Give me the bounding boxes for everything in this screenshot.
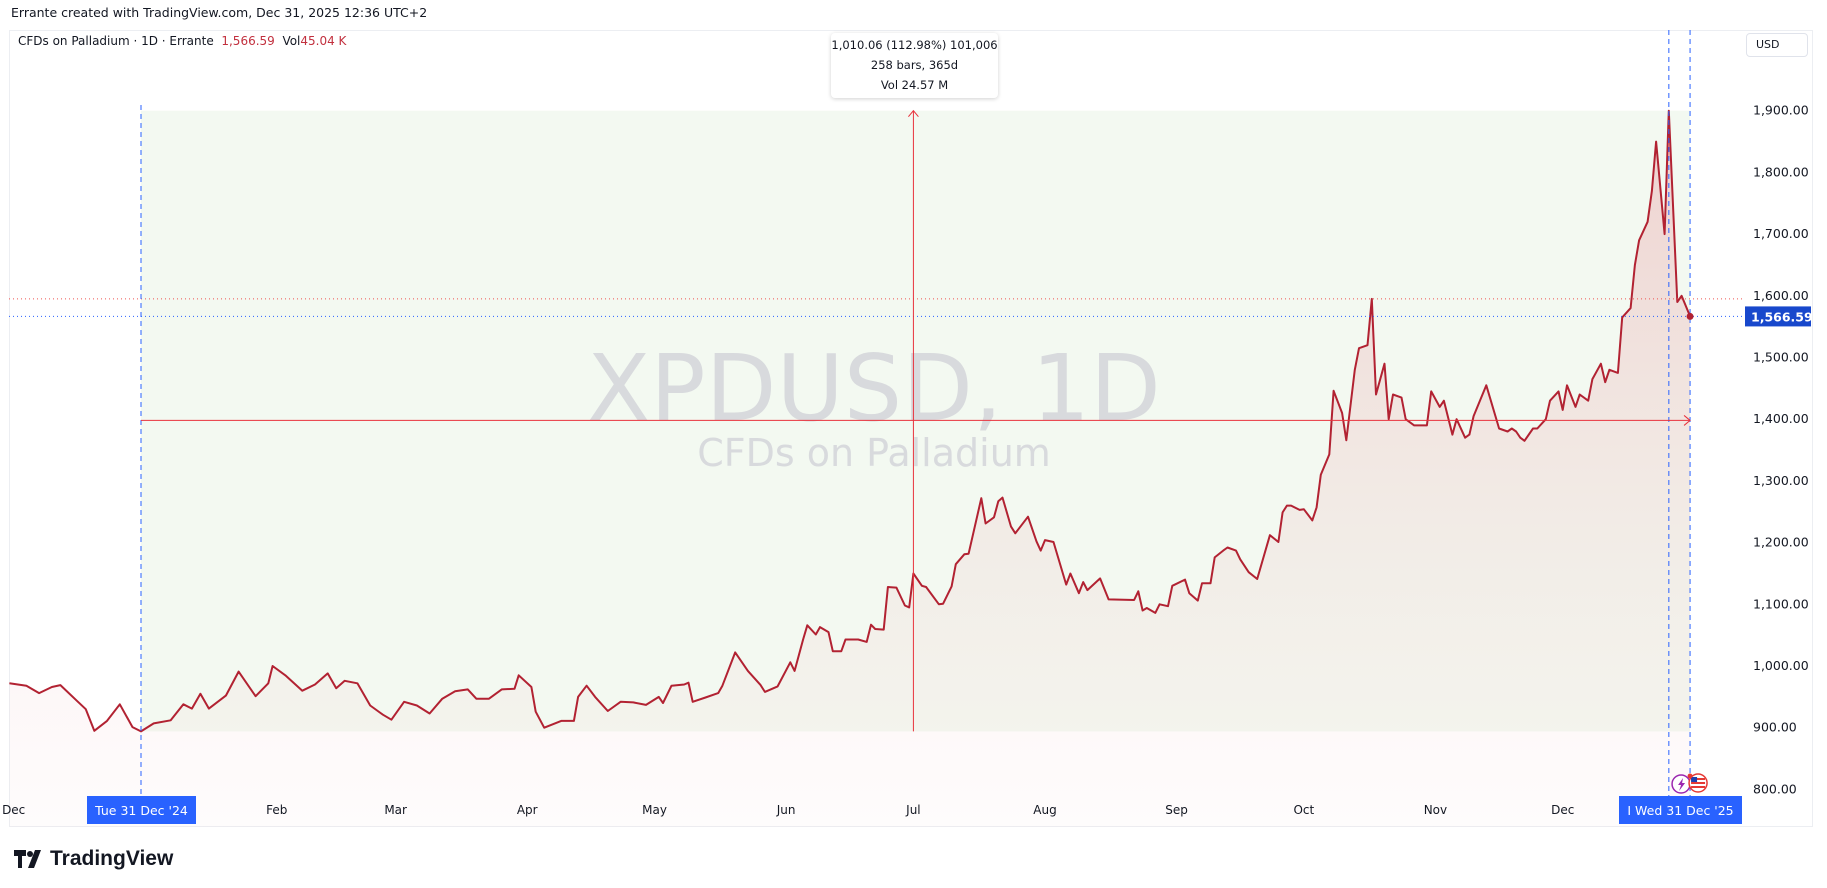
x-tick-label: Jul: [905, 803, 920, 817]
x-highlight-label: I Wed 31 Dec '25: [1627, 803, 1733, 818]
price-area-fill: [9, 110, 1691, 827]
tradingview-logo-icon: [14, 850, 41, 868]
y-tick-label: 800.00: [1753, 781, 1797, 796]
x-highlight-badge: [87, 796, 196, 824]
y-tick-label: 1,600.00: [1753, 288, 1809, 303]
watermark-name: CFDs on Palladium: [697, 431, 1051, 475]
x-tick-label: May: [642, 803, 667, 817]
y-tick-label: 1,900.00: [1753, 103, 1809, 118]
y-tick-label: 1,100.00: [1753, 596, 1809, 611]
x-tick-label: Sep: [1165, 803, 1188, 817]
y-tick-label: 1,800.00: [1753, 164, 1809, 179]
x-tick-label: Apr: [517, 803, 538, 817]
last-price-axis-label: 1,566.59: [1751, 309, 1813, 324]
y-tick-label: 1,500.00: [1753, 350, 1809, 365]
x-tick-label: Mar: [384, 803, 407, 817]
x-tick-label: Dec: [2, 803, 25, 817]
volume-value: 45.04 K: [300, 34, 347, 48]
measure-right-arrow-icon: [1683, 415, 1691, 426]
x-tick-label: Oct: [1293, 803, 1314, 817]
watermark-ticker: XPDUSD, 1D: [587, 335, 1161, 442]
measure-volume: Vol 24.57 M: [880, 78, 949, 92]
volume-label: Vol: [282, 34, 301, 48]
last-price-axis-badge: [1745, 306, 1811, 327]
us-flag-icon: [1687, 773, 1708, 793]
measure-change: 1,010.06 (112.98%) 101,006: [831, 38, 998, 52]
measure-bars: 258 bars, 365d: [870, 58, 959, 72]
symbol-legend[interactable]: CFDs on Palladium · 1D · Errante 1,566.5…: [18, 34, 346, 48]
y-tick-label: 1,000.00: [1753, 658, 1809, 673]
x-tick-label: Aug: [1033, 803, 1056, 817]
x-tick-label: Jun: [776, 803, 796, 817]
y-tick-label: 1,200.00: [1753, 535, 1809, 550]
x-tick-label: Dec: [1551, 803, 1574, 817]
x-tick-label: Feb: [266, 803, 287, 817]
measure-up-arrow-icon: [908, 109, 919, 118]
last-price-value: 1,566.59: [221, 34, 275, 48]
chart-credit: Errante created with TradingView.com, De…: [11, 5, 428, 20]
x-tick-label: Nov: [1424, 803, 1447, 817]
measure-tooltip: 1,010.06 (112.98%) 101,006 258 bars, 365…: [831, 33, 998, 98]
y-tick-label: 1,400.00: [1753, 411, 1809, 426]
symbol-description: CFDs on Palladium · 1D · Errante: [18, 34, 214, 48]
lightning-event-icon: [1671, 774, 1691, 794]
price-line: [9, 109, 1692, 733]
currency-button[interactable]: USD: [1746, 33, 1808, 57]
x-highlight-label: Tue 31 Dec '24: [94, 803, 188, 818]
y-tick-label: 1,700.00: [1753, 226, 1809, 241]
last-price-dot: [1686, 312, 1694, 320]
y-tick-label: 1,300.00: [1753, 473, 1809, 488]
x-highlight-badge: [1619, 796, 1742, 824]
brand-name: TradingView: [50, 847, 174, 870]
y-tick-label: 900.00: [1753, 720, 1797, 735]
tradingview-logo[interactable]: TradingView: [14, 847, 173, 871]
